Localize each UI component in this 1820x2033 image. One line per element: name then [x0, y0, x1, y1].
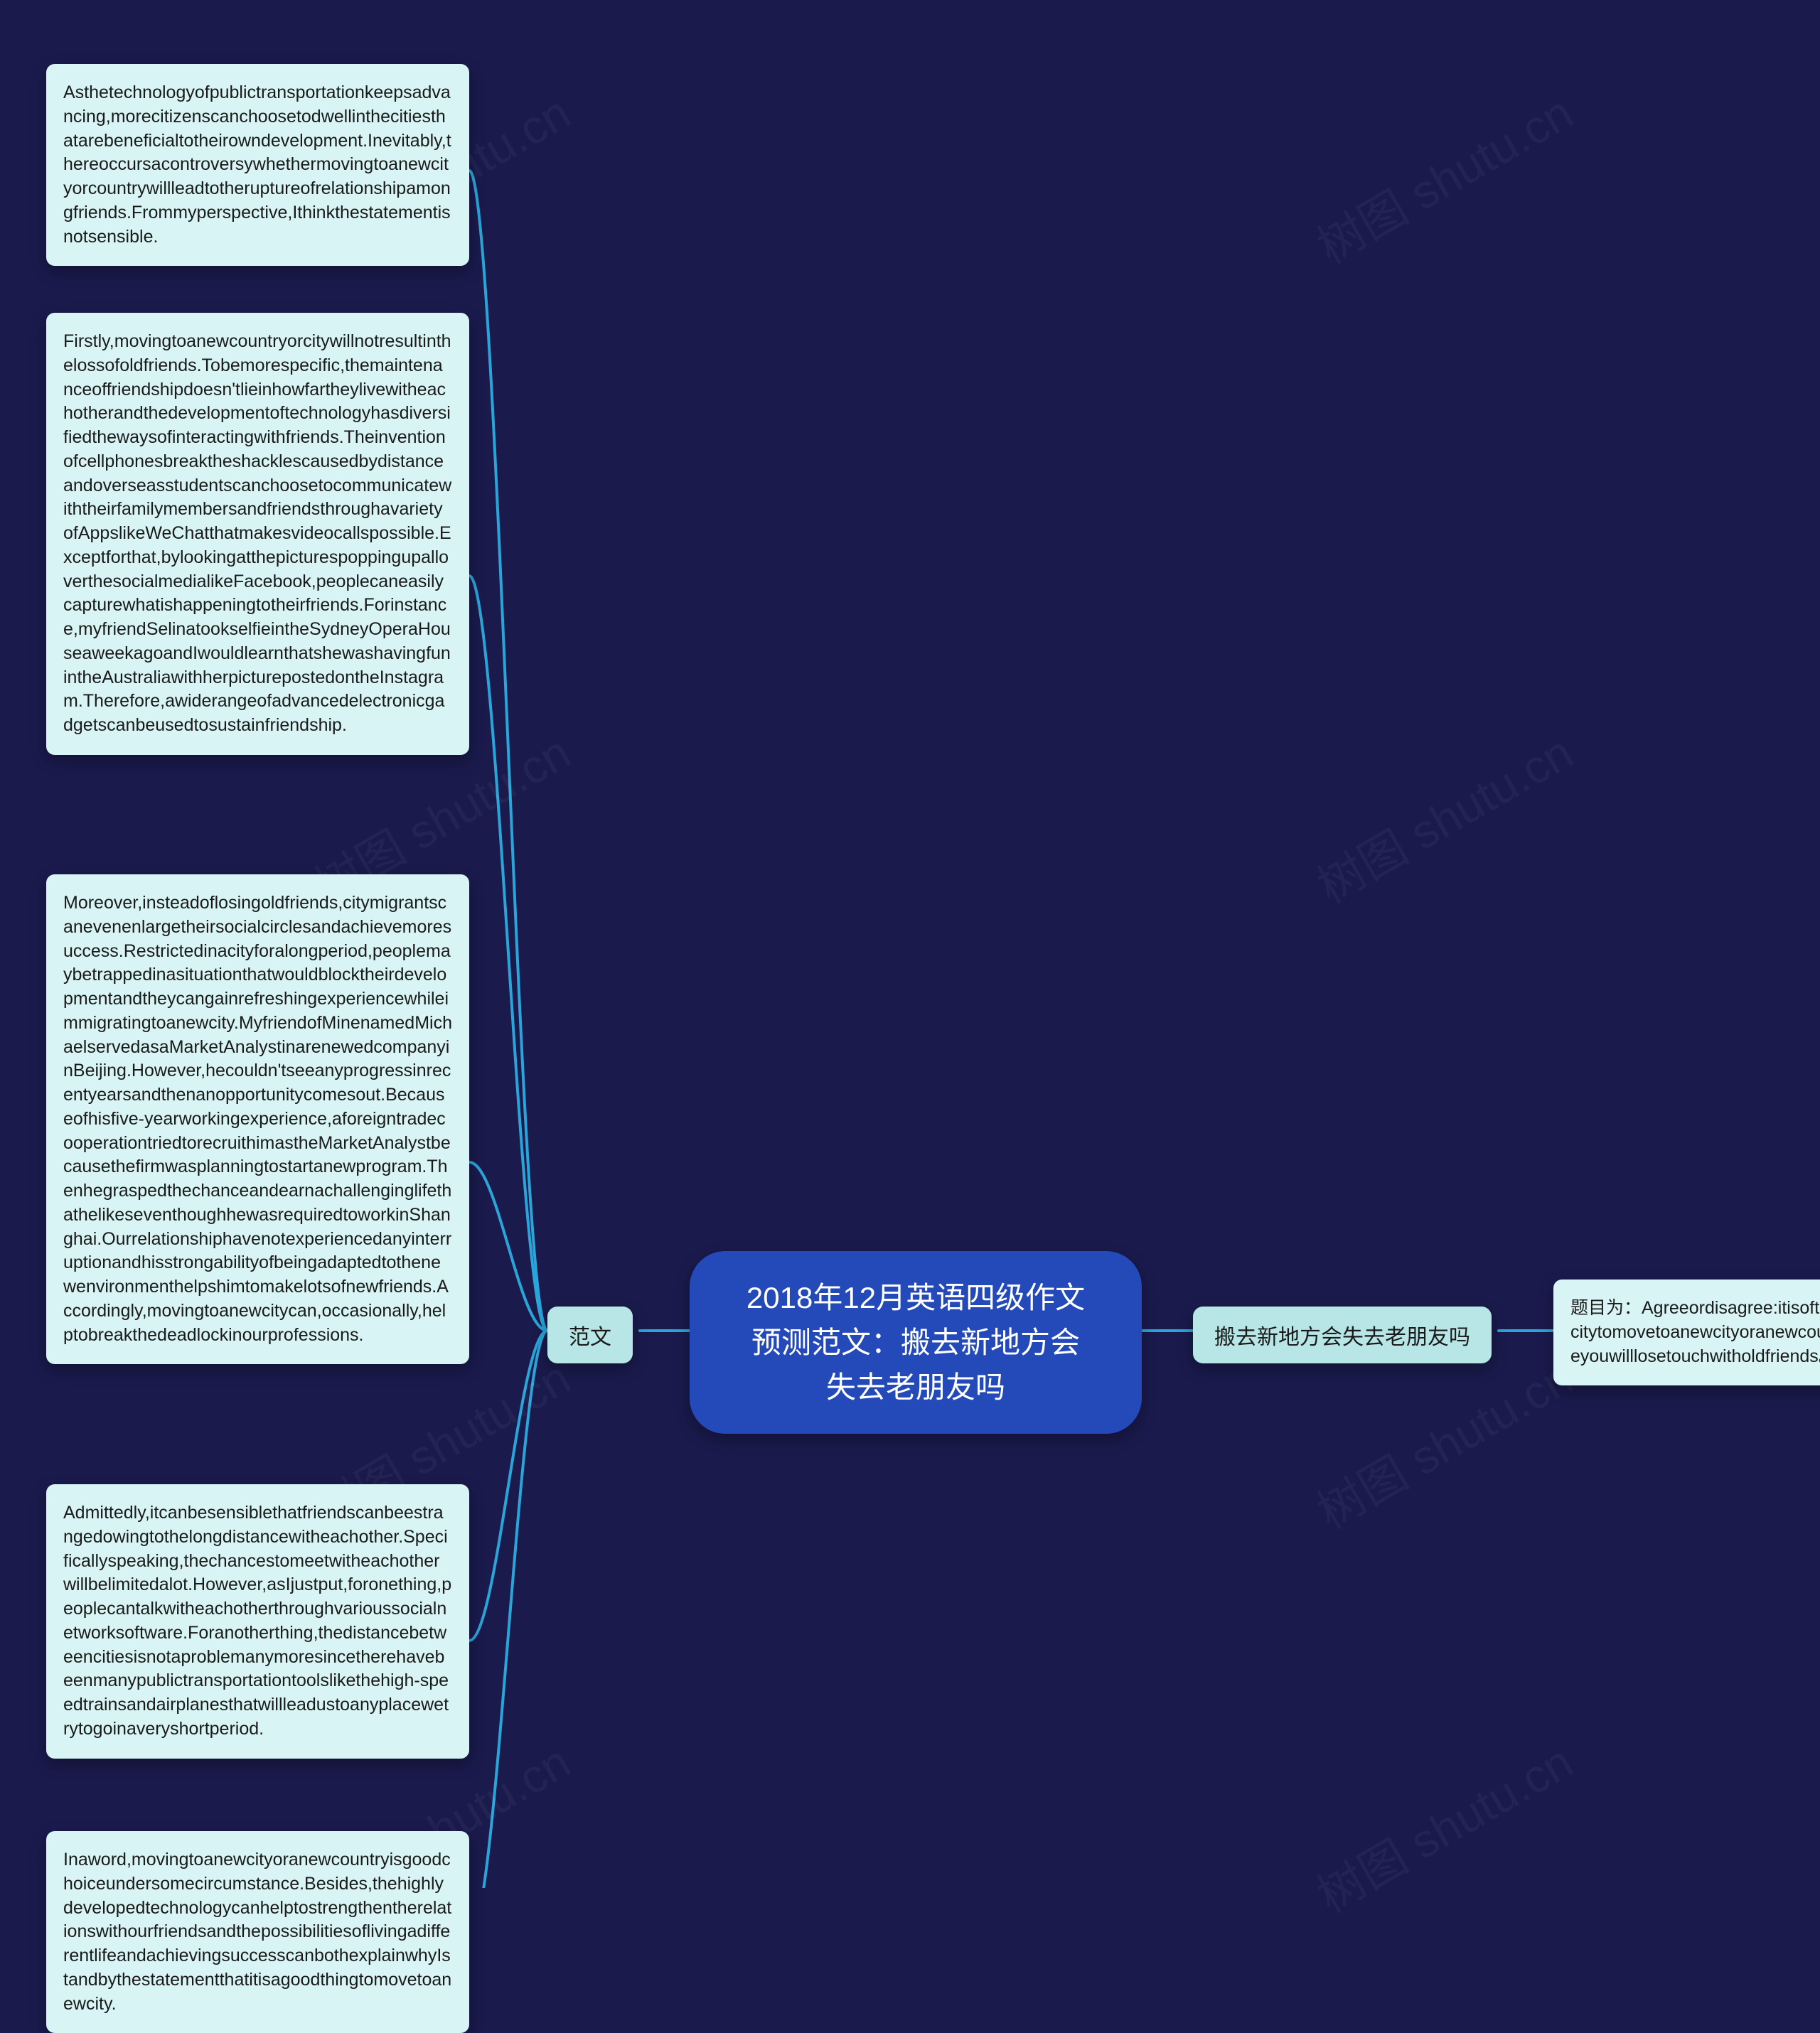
left-leaf-3[interactable]: Admittedly,itcanbesensiblethatfriendscan…	[46, 1484, 469, 1759]
center-node-text: 2018年12月英语四级作文预测范文：搬去新地方会失去老朋友吗	[746, 1281, 1085, 1404]
left-leaf-4[interactable]: Inaword,movingtoanewcityoranewcountryisg…	[46, 1831, 469, 2033]
left-branch-label: 范文	[569, 1326, 611, 1349]
center-node[interactable]: 2018年12月英语四级作文预测范文：搬去新地方会失去老朋友吗	[690, 1251, 1142, 1434]
left-leaf-1[interactable]: Firstly,movingtoanewcountryorcitywillnot…	[46, 313, 469, 755]
watermark: 树图 shutu.cn	[1303, 1341, 1583, 1542]
watermark: 树图 shutu.cn	[1303, 75, 1583, 277]
left-leaf-0[interactable]: Asthetechnologyofpublictransportationkee…	[46, 64, 469, 266]
right-leaf-0[interactable]: 题目为：Agreeordisagree:itisoftennotagoodcit…	[1553, 1280, 1820, 1385]
watermark: 树图 shutu.cn	[1303, 1724, 1583, 1926]
left-leaf-3-text: Admittedly,itcanbesensiblethatfriendscan…	[63, 1503, 451, 1739]
left-leaf-1-text: Firstly,movingtoanewcountryorcitywillnot…	[63, 331, 451, 735]
right-branch-node[interactable]: 搬去新地方会失去老朋友吗	[1193, 1307, 1492, 1363]
left-branch-node[interactable]: 范文	[547, 1307, 633, 1363]
right-branch-label: 搬去新地方会失去老朋友吗	[1214, 1326, 1470, 1349]
left-leaf-2-text: Moreover,insteadoflosingoldfriends,citym…	[63, 893, 452, 1345]
right-leaf-0-text: 题目为：Agreeordisagree:itisoftennotagoodcit…	[1570, 1298, 1820, 1366]
watermark: 树图 shutu.cn	[1303, 715, 1583, 916]
left-leaf-2[interactable]: Moreover,insteadoflosingoldfriends,citym…	[46, 874, 469, 1364]
left-leaf-0-text: Asthetechnologyofpublictransportationkee…	[63, 82, 451, 247]
left-leaf-4-text: Inaword,movingtoanewcityoranewcountryisg…	[63, 1850, 451, 2014]
